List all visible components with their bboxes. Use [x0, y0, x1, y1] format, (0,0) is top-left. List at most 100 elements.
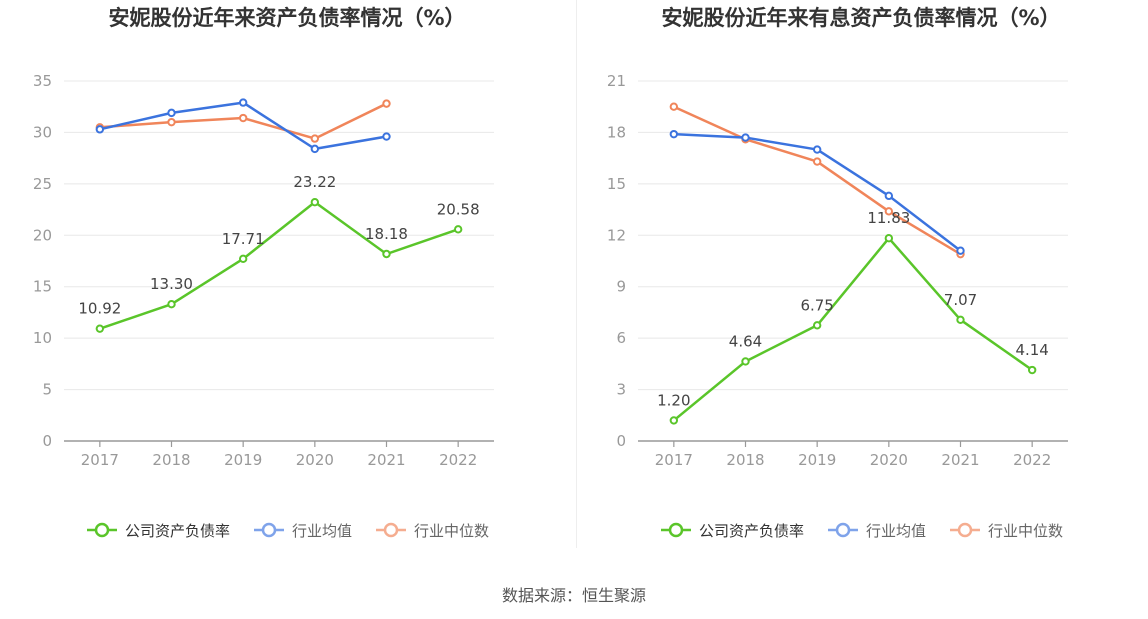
data-point-average — [238, 98, 248, 107]
legend-right: 公司资产负债率 行业均值 行业中位数 — [574, 518, 1148, 542]
line-chart-left: 0 5 10 15 20 25 30 35 2017 2018 2019 2020 2021 2022 10… — [33, 72, 494, 469]
data-label: 7.07 — [944, 291, 977, 309]
data-point-average — [167, 108, 176, 118]
data-point-average — [884, 191, 894, 201]
data-point-company — [167, 300, 176, 309]
y-tick-label: 0 — [42, 432, 52, 450]
legend-median-marker-icon — [950, 522, 980, 538]
data-point-average — [956, 246, 965, 255]
y-tick-label: 10 — [33, 329, 52, 347]
y-tick-label: 20 — [33, 226, 52, 244]
data-point-average — [669, 129, 679, 139]
legend-item-average[interactable]: 行业均值 — [252, 520, 352, 541]
x-tick-label: 2022 — [439, 451, 477, 469]
data-label: 6.75 — [800, 296, 833, 314]
data-point-average — [741, 133, 750, 142]
legend-label-average: 行业均值 — [291, 521, 352, 540]
data-label: 17.71 — [222, 230, 265, 248]
x-tick-label: 2019 — [224, 451, 262, 469]
y-tick-label: 25 — [33, 175, 52, 193]
panel-divider — [576, 0, 577, 548]
line-chart-right: 0 3 6 9 12 15 18 21 2017 2018 2019 2020 2021 2022 1.20… — [607, 72, 1068, 469]
x-tick-label: 2020 — [870, 451, 908, 469]
x-tick-label: 2021 — [941, 451, 979, 469]
legend-item-median[interactable]: 行业中位数 — [374, 520, 489, 541]
x-tick-label: 2019 — [798, 451, 836, 469]
data-point-median — [812, 157, 822, 166]
chart-panel-left: 安妮股份近年来资产负债率情况（%） 0 5 10 15 20 25 30 35 2017 2018… — [0, 0, 574, 560]
data-point-company — [310, 197, 320, 207]
data-point-company — [238, 254, 248, 264]
legend-label-median: 行业中位数 — [988, 521, 1064, 540]
legend-average-marker-icon — [827, 522, 858, 538]
legend-item-median[interactable]: 行业中位数 — [948, 520, 1063, 541]
y-tick-label: 21 — [607, 72, 626, 90]
x-tick-label: 2017 — [81, 451, 119, 469]
x-tick-label: 2020 — [296, 451, 334, 469]
data-point-median — [382, 99, 391, 108]
data-point-average — [812, 145, 822, 154]
y-tick-label: 6 — [616, 329, 626, 347]
data-point-company — [956, 315, 965, 324]
data-point-average — [310, 144, 320, 154]
data-point-company — [812, 321, 822, 330]
data-point-average — [382, 132, 391, 141]
data-point-median — [669, 102, 679, 111]
y-tick-label: 15 — [33, 278, 52, 296]
data-point-average — [95, 125, 105, 134]
y-tick-label: 3 — [616, 381, 626, 399]
chart-title-left: 安妮股份近年来资产负债率情况（%） — [108, 6, 466, 30]
x-tick-label: 2022 — [1013, 451, 1051, 469]
data-source-note: 数据来源：恒生聚源 — [501, 586, 646, 605]
data-point-company — [884, 234, 894, 243]
legend-left: 公司资产负债率 行业均值 行业中位数 — [0, 518, 574, 542]
y-tick-label: 5 — [42, 381, 52, 399]
data-label: 18.18 — [365, 225, 408, 243]
data-point-company — [1027, 365, 1037, 375]
data-label: 11.83 — [867, 209, 910, 227]
legend-company-marker-icon — [86, 522, 117, 538]
x-tick-label: 2021 — [367, 451, 405, 469]
chart-title-right: 安妮股份近年来有息资产负债率情况（%） — [661, 6, 1061, 30]
legend-label-company: 公司资产负债率 — [124, 521, 230, 540]
legend-item-company[interactable]: 公司资产负债率 — [85, 520, 230, 541]
x-tick-label: 2017 — [655, 451, 693, 469]
data-point-company — [669, 416, 679, 425]
data-point-median — [238, 113, 248, 123]
data-point-company — [95, 324, 105, 333]
legend-item-average[interactable]: 行业均值 — [826, 520, 926, 541]
data-label: 1.20 — [657, 391, 690, 409]
y-tick-label: 15 — [607, 175, 626, 193]
chart-panel-right: 安妮股份近年来有息资产负债率情况（%） 0 3 6 9 12 15 18 21 2017 2018… — [574, 0, 1148, 560]
series-line-company — [673, 236, 1033, 422]
data-label: 4.64 — [729, 332, 762, 350]
data-point-company — [453, 225, 463, 234]
y-tick-label: 0 — [616, 432, 626, 450]
data-point-company — [741, 357, 750, 366]
y-tick-label: 18 — [607, 123, 626, 141]
legend-average-marker-icon — [253, 522, 284, 538]
x-tick-label: 2018 — [152, 451, 190, 469]
y-tick-label: 9 — [616, 278, 626, 296]
y-tick-label: 30 — [33, 123, 52, 141]
y-tick-label: 12 — [607, 226, 626, 244]
data-label: 13.30 — [150, 275, 193, 293]
legend-label-company: 公司资产负债率 — [698, 521, 804, 540]
y-tick-label: 35 — [33, 72, 52, 90]
data-point-median — [310, 134, 320, 143]
data-label: 20.58 — [437, 200, 480, 218]
legend-company-marker-icon — [660, 522, 691, 538]
data-label: 23.22 — [293, 173, 336, 191]
x-tick-label: 2018 — [726, 451, 764, 469]
data-label: 4.14 — [1015, 341, 1048, 359]
legend-label-average: 行业均值 — [865, 521, 926, 540]
legend-item-company[interactable]: 公司资产负债率 — [659, 520, 804, 541]
series-line-company — [99, 200, 459, 330]
series-line-median — [673, 105, 962, 256]
legend-median-marker-icon — [376, 522, 406, 538]
data-point-median — [884, 207, 894, 216]
data-point-company — [382, 249, 391, 259]
data-point-median — [167, 117, 176, 127]
legend-label-median: 行业中位数 — [414, 521, 490, 540]
data-label: 10.92 — [78, 300, 121, 318]
